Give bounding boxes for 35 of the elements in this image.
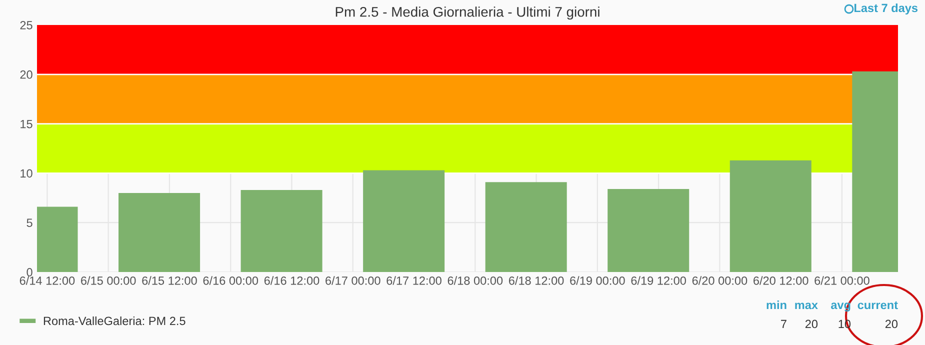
- x-tick-label: 6/14 12:00: [20, 276, 75, 285]
- x-tick-label: 6/16 00:00: [203, 276, 258, 285]
- x-tick-label: 6/15 00:00: [81, 276, 136, 285]
- text: 7: [781, 320, 786, 328]
- y-tick-label: 15: [20, 120, 32, 128]
- bar: [363, 170, 445, 272]
- x-tick-label: 6/15 12:00: [142, 276, 197, 285]
- text: 20: [805, 320, 818, 328]
- y-tick-label: 10: [20, 169, 32, 178]
- x-tick-label: 6/19 00:00: [570, 276, 625, 285]
- bar: [240, 190, 322, 272]
- bar: [485, 182, 567, 272]
- text: Last 7 days: [854, 4, 918, 15]
- text: max: [795, 302, 818, 310]
- text: current: [858, 301, 898, 310]
- x-tick-label: 6/18 00:00: [448, 276, 503, 285]
- y-tick-label: 5: [26, 218, 32, 227]
- legend-label: Roma-ValleGaleria: PM 2.5: [44, 316, 186, 326]
- y-tick-label: 0: [26, 268, 32, 276]
- text: 20: [885, 320, 898, 328]
- y-tick-label: 20: [20, 70, 32, 79]
- x-tick-label: 6/19 12:00: [631, 276, 686, 285]
- x-tick-label: 6/21 00:00: [814, 276, 870, 285]
- x-tick-label: 6/20 12:00: [754, 276, 808, 285]
- x-tick-label: 6/17 12:00: [386, 276, 442, 285]
- y-tick-label: 25: [20, 21, 32, 30]
- bar: [730, 160, 812, 272]
- text: min: [766, 300, 786, 310]
- x-tick-label: 6/16 12:00: [264, 276, 320, 285]
- x-tick-label: 6/18 12:00: [508, 276, 564, 285]
- x-tick-label: 6/17 00:00: [326, 276, 380, 285]
- bar: [118, 192, 200, 272]
- bar: [608, 189, 690, 272]
- chart-title: Pm 2.5 - Media Giornalieria - Ultimi 7 giorni: [336, 6, 600, 20]
- x-tick-label: 6/20 00:00: [692, 276, 748, 285]
